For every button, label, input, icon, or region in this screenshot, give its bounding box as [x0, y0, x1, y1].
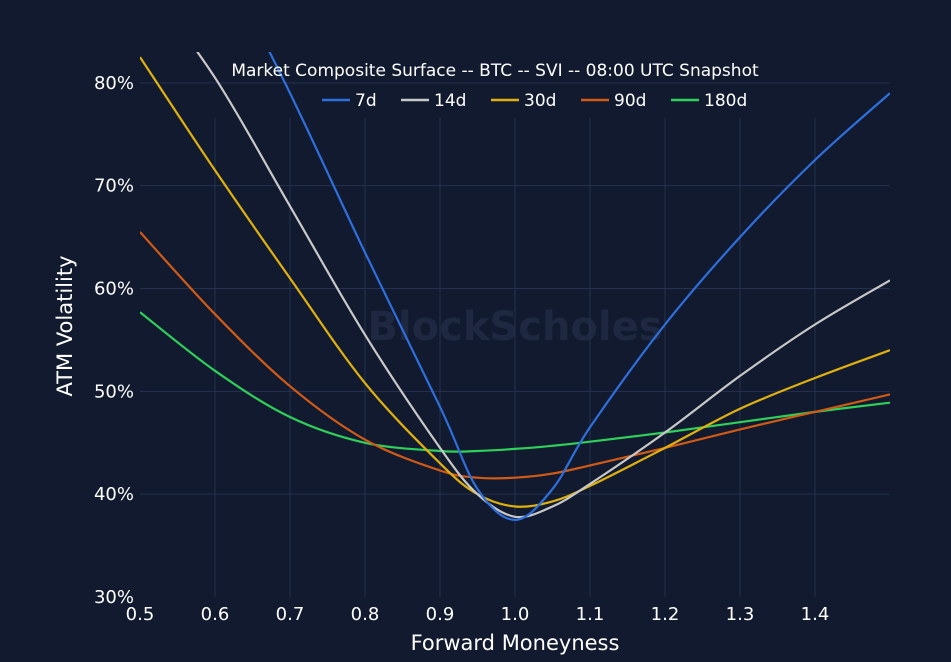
- y-axis-title: ATM Volatility: [53, 255, 77, 396]
- series-line-14d: [196, 52, 890, 519]
- x-tick-label: 1.3: [726, 604, 755, 625]
- series-line-180d: [140, 311, 890, 453]
- y-tick-label: 60%: [94, 279, 134, 300]
- series-lines: [140, 52, 890, 522]
- y-tick-label: 50%: [94, 381, 134, 402]
- legend-label-30d: 30d: [524, 91, 556, 111]
- y-tick-label: 30%: [94, 587, 134, 608]
- legend-label-14d: 14d: [434, 91, 466, 111]
- x-tick-label: 1.0: [501, 604, 530, 625]
- legend-label-7d: 7d: [355, 91, 377, 111]
- grid: [140, 82, 890, 597]
- legend-label-180d: 180d: [704, 91, 747, 111]
- watermark: BlockScholes: [367, 304, 662, 350]
- x-tick-label: 0.6: [201, 604, 230, 625]
- y-tick-label: 40%: [94, 484, 134, 505]
- series-line-7d: [268, 52, 890, 522]
- x-tick-label: 0.7: [276, 604, 305, 625]
- x-tick-label: 0.8: [351, 604, 380, 625]
- x-tick-label: 1.1: [576, 604, 605, 625]
- x-tick-label: 0.5: [126, 604, 155, 625]
- chart-title: Market Composite Surface -- BTC -- SVI -…: [231, 61, 759, 81]
- x-tick-label: 1.2: [651, 604, 680, 625]
- x-tick-label: 1.4: [801, 604, 830, 625]
- y-tick-label: 80%: [94, 73, 134, 94]
- legend: 7d 14d 30d 90d 180d: [322, 91, 747, 111]
- x-tick-label: 0.9: [426, 604, 455, 625]
- y-tick-label: 70%: [94, 176, 134, 197]
- x-axis-title: Forward Moneyness: [411, 631, 620, 655]
- series-line-90d: [140, 231, 890, 480]
- y-axis-ticks: 30% 40% 50% 60% 70% 80%: [94, 73, 134, 608]
- x-axis-ticks: 0.5 0.6 0.7 0.8 0.9 1.0 1.1 1.2 1.3 1.4: [126, 604, 830, 625]
- series-line-30d: [140, 56, 890, 508]
- legend-label-90d: 90d: [614, 91, 646, 111]
